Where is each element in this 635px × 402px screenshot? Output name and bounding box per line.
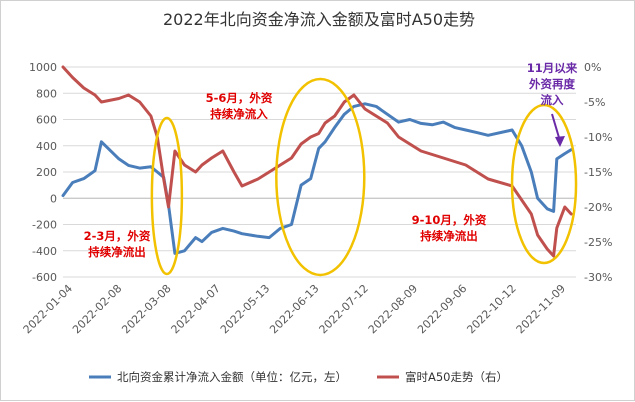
x-tick-label: 2022-11-09 <box>514 282 568 336</box>
x-tick-label: 2022-01-04 <box>21 282 75 336</box>
x-tick-label: 2022-09-06 <box>415 282 469 336</box>
left-tick-label: -400 <box>32 245 57 258</box>
annotation-arrow <box>551 113 561 142</box>
highlight-ellipse <box>275 77 366 277</box>
x-tick-label: 2022-08-09 <box>366 282 420 336</box>
left-tick-label: 1000 <box>29 61 57 74</box>
annotation-text: 流入 <box>541 93 564 107</box>
left-tick-label: 200 <box>36 166 57 179</box>
x-tick-label: 2022-04-07 <box>169 282 223 336</box>
right-tick-label: -15% <box>584 166 612 179</box>
left-tick-label: -600 <box>32 271 57 284</box>
annotation-text: 外资再度 <box>528 77 575 91</box>
a50-index-line <box>61 65 573 258</box>
series-layer <box>61 65 573 258</box>
annotations: 2-3月，外资持续净流出5-6月，外资持续净流入9-10月，外资持续净流出11月… <box>84 61 578 259</box>
highlight-ellipses <box>150 77 578 277</box>
right-tick-label: -5% <box>584 96 605 109</box>
left-tick-label: 400 <box>36 140 57 153</box>
left-axis: -600 -400 -200 0 200 400 600 800 1000 <box>29 61 57 284</box>
annotation-text: 持续净流入 <box>210 107 268 121</box>
legend: 北向资金累计净流入金额（单位：亿元，左） 富时A50走势（右） <box>89 370 508 384</box>
right-tick-label: -25% <box>584 236 612 249</box>
legend-label: 北向资金累计净流入金额（单位：亿元，左） <box>117 370 347 384</box>
legend-label: 富时A50走势（右） <box>405 370 508 384</box>
highlight-ellipse <box>150 116 184 276</box>
northbound-flow-line <box>61 102 573 255</box>
annotation-text: 11月以来 <box>527 61 578 75</box>
right-tick-label: -20% <box>584 201 612 214</box>
annotation-text: 2-3月，外资 <box>84 229 151 243</box>
chart-title: 2022年北向资金净流入金额及富时A50走势 <box>163 10 475 29</box>
left-tick-label: 0 <box>50 192 57 205</box>
annotation-arrowhead <box>555 136 565 147</box>
highlight-ellipse <box>510 103 578 265</box>
annotation-text: 5-6月，外资 <box>206 91 273 105</box>
x-tick-label: 2022-10-12 <box>464 282 518 336</box>
right-tick-label: -30% <box>584 271 612 284</box>
right-tick-label: 0% <box>584 61 601 74</box>
annotation-text: 9-10月，外资 <box>412 213 487 227</box>
annotation-text: 持续净流出 <box>420 229 478 243</box>
left-tick-label: 800 <box>36 87 57 100</box>
x-tick-label: 2022-06-13 <box>267 282 321 336</box>
right-axis: -30% -25% -20% -15% -10% -5% 0% <box>584 61 612 284</box>
left-tick-label: 600 <box>36 114 57 127</box>
x-tick-label: 2022-02-08 <box>70 282 124 336</box>
annotation-text: 持续净流出 <box>88 245 146 259</box>
x-tick-label: 2022-03-08 <box>119 282 173 336</box>
x-tick-label: 2022-07-12 <box>317 282 371 336</box>
right-tick-label: -10% <box>584 131 612 144</box>
x-tick-label: 2022-05-13 <box>218 282 272 336</box>
x-axis: 2022-01-042022-02-082022-03-082022-04-07… <box>21 282 568 336</box>
left-tick-label: -200 <box>32 219 57 232</box>
